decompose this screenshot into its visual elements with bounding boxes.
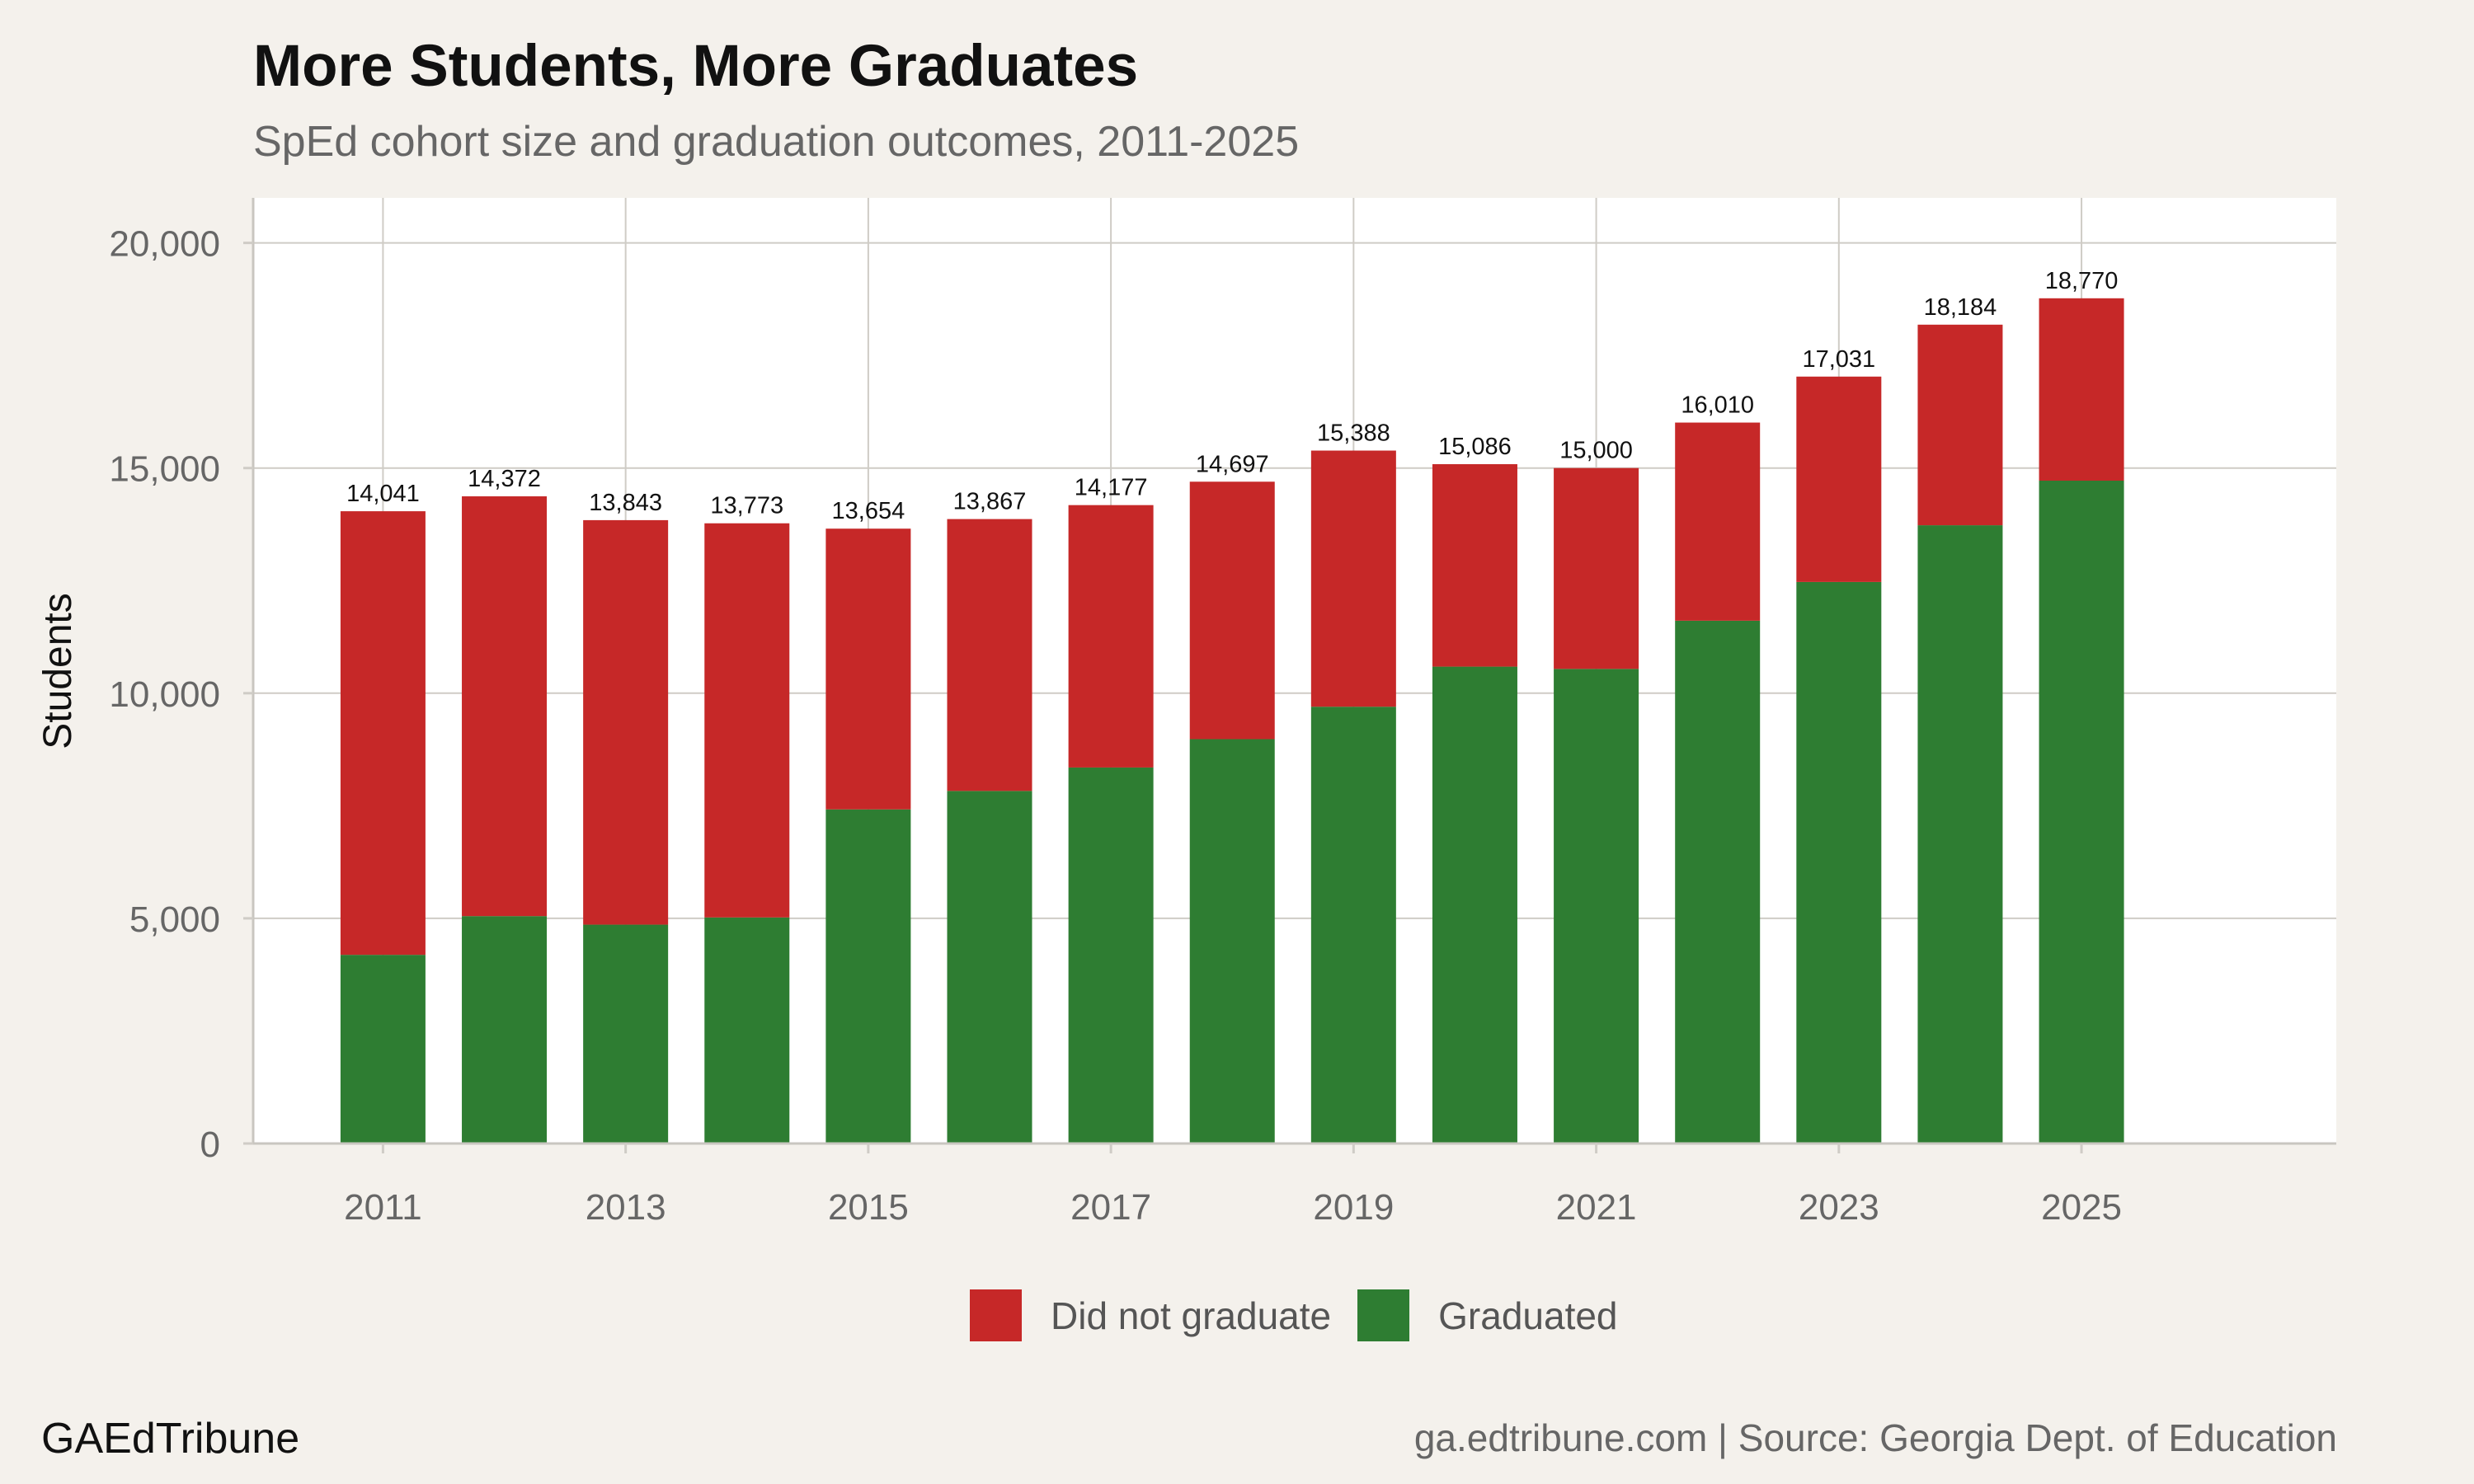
legend: Did not graduate Graduated <box>970 1289 1644 1341</box>
y-tick-label: 0 <box>200 1125 220 1165</box>
x-tick-label: 2015 <box>828 1187 909 1228</box>
bar-did-not-graduate-2015 <box>825 528 911 810</box>
bar-graduated-2015 <box>825 809 911 1144</box>
bar-total-label-2015: 13,654 <box>832 498 905 524</box>
x-tick-label: 2011 <box>344 1187 422 1228</box>
bar-did-not-graduate-2018 <box>1189 481 1275 740</box>
bar-graduated-2020 <box>1432 666 1517 1144</box>
bar-graduated-2021 <box>1554 669 1639 1144</box>
bar-did-not-graduate-2024 <box>1917 324 2003 526</box>
bar-total-labels: 14,041 14,372 13,843 13,773 13,654 13,867 14,1… <box>346 268 2118 524</box>
y-axis-label: Students <box>36 593 80 749</box>
bar-graduated-2024 <box>1917 525 2003 1144</box>
x-tick-label: 2013 <box>586 1187 666 1228</box>
legend-item-graduated: Graduated <box>1357 1289 1618 1341</box>
source-credit: ga.edtribune.com | Source: Georgia Dept.… <box>1413 1416 2337 1459</box>
x-tick-label: 2017 <box>1070 1187 1151 1228</box>
bar-total-label-2020: 15,086 <box>1438 434 1512 460</box>
x-tick-label: 2025 <box>2041 1187 2122 1228</box>
bar-graduated-2025 <box>2039 481 2124 1144</box>
y-tick-label: 10,000 <box>109 674 220 715</box>
bar-total-label-2017: 14,177 <box>1075 475 1148 501</box>
bar-did-not-graduate-2023 <box>1796 376 1882 582</box>
bar-total-label-2012: 14,372 <box>468 466 541 492</box>
x-tick-label: 2021 <box>1556 1187 1637 1228</box>
legend-label-graduated: Graduated <box>1438 1294 1618 1337</box>
bar-did-not-graduate-2017 <box>1068 505 1154 768</box>
bar-graduated-2013 <box>583 924 669 1144</box>
bar-total-label-2016: 13,867 <box>953 489 1027 515</box>
bar-graduated-2011 <box>340 955 426 1144</box>
bar-total-label-2025: 18,770 <box>2045 268 2119 294</box>
axis-ticks: 0 5,000 10,000 15,000 20,000 2011 2013 2015 2017… <box>109 224 2122 1228</box>
bars <box>340 298 2124 1144</box>
bar-did-not-graduate-2011 <box>340 511 426 956</box>
legend-swatch-graduated <box>1357 1289 1410 1341</box>
axes <box>252 198 2336 1145</box>
bar-did-not-graduate-2016 <box>947 519 1032 791</box>
legend-item-did-not-graduate: Did not graduate <box>970 1289 1331 1341</box>
bar-did-not-graduate-2014 <box>704 523 790 918</box>
bar-graduated-2016 <box>947 791 1032 1144</box>
chart-title: More Students, More Graduates <box>253 34 1139 99</box>
y-tick-label: 5,000 <box>129 899 220 940</box>
bar-total-label-2018: 14,697 <box>1196 451 1269 477</box>
brand-name: GAEdTribune <box>41 1415 300 1463</box>
plot-background <box>253 198 2336 1144</box>
x-tick-label: 2019 <box>1313 1187 1394 1228</box>
bar-total-label-2019: 15,388 <box>1317 420 1390 447</box>
legend-label-did-not-graduate: Did not graduate <box>1051 1294 1332 1337</box>
bar-graduated-2023 <box>1796 581 1882 1144</box>
bar-did-not-graduate-2013 <box>583 519 669 925</box>
bar-graduated-2022 <box>1675 620 1761 1144</box>
legend-swatch-did-not-graduate <box>970 1289 1022 1341</box>
bar-did-not-graduate-2025 <box>2039 298 2124 481</box>
bar-total-label-2013: 13,843 <box>589 490 662 516</box>
bar-graduated-2014 <box>704 917 790 1144</box>
chart-subtitle: SpEd cohort size and graduation outcomes… <box>253 118 1300 166</box>
y-tick-label: 20,000 <box>109 224 220 265</box>
bar-graduated-2018 <box>1189 739 1275 1144</box>
bar-did-not-graduate-2020 <box>1432 464 1517 667</box>
bar-graduated-2019 <box>1310 707 1396 1144</box>
bar-total-label-2021: 15,000 <box>1559 438 1633 464</box>
y-tick-label: 15,000 <box>109 449 220 490</box>
bar-total-label-2011: 14,041 <box>346 481 420 507</box>
bar-did-not-graduate-2021 <box>1554 467 1639 669</box>
x-tick-label: 2023 <box>1799 1187 1879 1228</box>
bar-total-label-2024: 18,184 <box>1924 294 1997 321</box>
bar-graduated-2012 <box>462 916 548 1144</box>
bar-total-label-2022: 16,010 <box>1681 392 1754 419</box>
bar-did-not-graduate-2022 <box>1675 422 1761 621</box>
bar-did-not-graduate-2012 <box>462 496 548 917</box>
bar-graduated-2017 <box>1068 767 1154 1144</box>
bar-total-label-2023: 17,031 <box>1802 346 1875 373</box>
bar-did-not-graduate-2019 <box>1310 450 1396 707</box>
bar-total-label-2014: 13,773 <box>710 493 783 519</box>
